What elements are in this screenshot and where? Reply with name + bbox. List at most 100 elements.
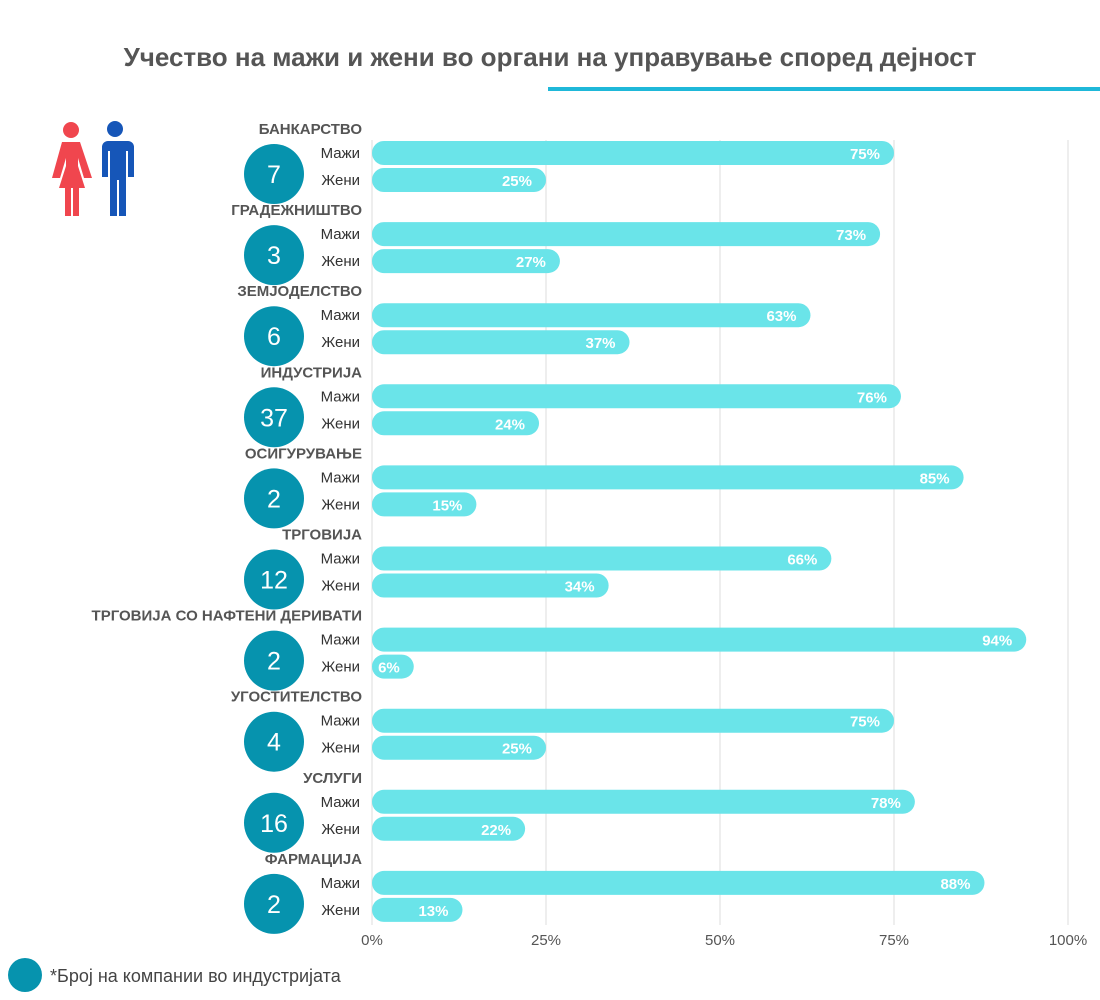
company-count-circle bbox=[244, 387, 304, 448]
series-label: Жени bbox=[321, 334, 360, 351]
series-label: Жени bbox=[321, 578, 360, 595]
footnote-legend-dot bbox=[8, 958, 42, 992]
value-label: 25% bbox=[502, 741, 532, 758]
category-label: УГОСТИТЕЛСТВО bbox=[231, 689, 362, 706]
series-label: Жени bbox=[321, 821, 360, 838]
value-label: 94% bbox=[982, 633, 1012, 650]
company-count-circle bbox=[244, 468, 304, 529]
bar-chart: 0% 25% 50% 75% 100% БАНКАРСТВО 7 Мажи 75% Жени 25%… bbox=[92, 121, 1088, 949]
bar-men bbox=[372, 384, 901, 409]
company-count-circle bbox=[244, 225, 304, 286]
series-label: Мажи bbox=[321, 307, 360, 324]
series-label: Жени bbox=[321, 415, 360, 432]
bar-men bbox=[372, 789, 915, 814]
series-label: Мажи bbox=[321, 388, 360, 405]
value-label: 85% bbox=[920, 470, 950, 487]
bar-women bbox=[372, 735, 546, 760]
category-label: ГРАДЕЖНИШТВО bbox=[231, 202, 362, 219]
series-label: Жени bbox=[321, 740, 360, 757]
value-label: 13% bbox=[418, 903, 448, 920]
value-label: 6% bbox=[378, 660, 400, 677]
company-count-circle bbox=[244, 306, 304, 367]
company-count: 2 bbox=[267, 648, 281, 676]
series-label: Мажи bbox=[321, 875, 360, 892]
footnote-text: *Број на компании во индустријата bbox=[50, 966, 341, 986]
bar-men bbox=[372, 708, 894, 733]
company-count-circle bbox=[244, 144, 304, 204]
company-count: 2 bbox=[267, 485, 281, 513]
bar-men bbox=[372, 141, 894, 165]
series-label: Мажи bbox=[321, 551, 360, 568]
bar-women bbox=[372, 411, 540, 436]
man-icon bbox=[102, 121, 134, 216]
bar-women bbox=[372, 816, 526, 841]
x-tick-label: 25% bbox=[531, 932, 561, 949]
value-label: 34% bbox=[565, 579, 595, 596]
series-label: Мажи bbox=[321, 713, 360, 730]
series-label: Мажи bbox=[321, 226, 360, 243]
series-label: Мажи bbox=[321, 794, 360, 811]
x-tick-label: 50% bbox=[705, 932, 735, 949]
bar-men bbox=[372, 546, 832, 571]
company-count: 7 bbox=[267, 161, 281, 189]
value-label: 15% bbox=[432, 497, 462, 514]
company-count-circle bbox=[244, 549, 304, 610]
bar-men bbox=[372, 627, 1027, 652]
bar-women bbox=[372, 168, 546, 192]
bar-women bbox=[372, 330, 630, 355]
bar-women bbox=[372, 897, 463, 922]
value-label: 78% bbox=[871, 795, 901, 812]
series-label: Мажи bbox=[321, 632, 360, 649]
bar-women bbox=[372, 249, 560, 274]
category-label: ТРГОВИЈА bbox=[282, 527, 362, 544]
company-count: 6 bbox=[267, 323, 281, 351]
company-count-circle bbox=[244, 792, 304, 853]
value-label: 24% bbox=[495, 416, 525, 433]
category-label: ОСИГУРУВАЊЕ bbox=[245, 445, 362, 462]
value-label: 73% bbox=[836, 227, 866, 244]
series-label: Жени bbox=[321, 496, 360, 513]
category-label: УСЛУГИ bbox=[303, 770, 362, 787]
company-count: 2 bbox=[267, 891, 281, 919]
value-label: 25% bbox=[502, 173, 532, 190]
chart-title: Учество на мажи и жени во органи на упра… bbox=[123, 42, 977, 72]
series-label: Жени bbox=[321, 172, 360, 189]
value-label: 76% bbox=[857, 389, 887, 406]
bar-men bbox=[372, 222, 881, 247]
company-count-circle bbox=[244, 711, 304, 772]
series-label: Мажи bbox=[321, 145, 360, 162]
category-label: ЗЕМЈОДЕЛСТВО bbox=[237, 283, 362, 300]
men-women-icon bbox=[52, 121, 134, 216]
category-label: ИНДУСТРИЈА bbox=[261, 364, 363, 381]
x-tick-label: 75% bbox=[879, 932, 909, 949]
value-label: 75% bbox=[850, 146, 880, 163]
series-label: Мажи bbox=[321, 469, 360, 486]
value-label: 66% bbox=[787, 552, 817, 569]
value-label: 37% bbox=[585, 335, 615, 352]
company-count-circle bbox=[244, 873, 304, 934]
company-count-circle bbox=[244, 630, 304, 691]
category-label: ФАРМАЦИЈА bbox=[265, 851, 362, 868]
category-label: БАНКАРСТВО bbox=[259, 121, 363, 138]
bar-women bbox=[372, 573, 609, 598]
bar-men bbox=[372, 465, 964, 490]
x-tick-label: 100% bbox=[1049, 932, 1087, 949]
bar-men bbox=[372, 870, 985, 895]
company-count: 4 bbox=[267, 729, 281, 757]
value-label: 63% bbox=[766, 308, 796, 325]
title-underline bbox=[548, 87, 1100, 91]
x-tick-label: 0% bbox=[361, 932, 383, 949]
company-count: 3 bbox=[267, 242, 281, 270]
company-count: 37 bbox=[260, 404, 288, 432]
bar-women bbox=[372, 654, 414, 679]
bar-women bbox=[372, 492, 477, 517]
value-label: 27% bbox=[516, 254, 546, 271]
company-count: 16 bbox=[260, 810, 288, 838]
value-label: 22% bbox=[481, 822, 511, 839]
value-label: 88% bbox=[940, 876, 970, 893]
series-label: Жени bbox=[321, 902, 360, 919]
value-label: 75% bbox=[850, 714, 880, 731]
category-label: ТРГОВИЈА СО НАФТЕНИ ДЕРИВАТИ bbox=[92, 608, 362, 625]
woman-icon bbox=[52, 122, 92, 216]
bar-men bbox=[372, 303, 811, 328]
